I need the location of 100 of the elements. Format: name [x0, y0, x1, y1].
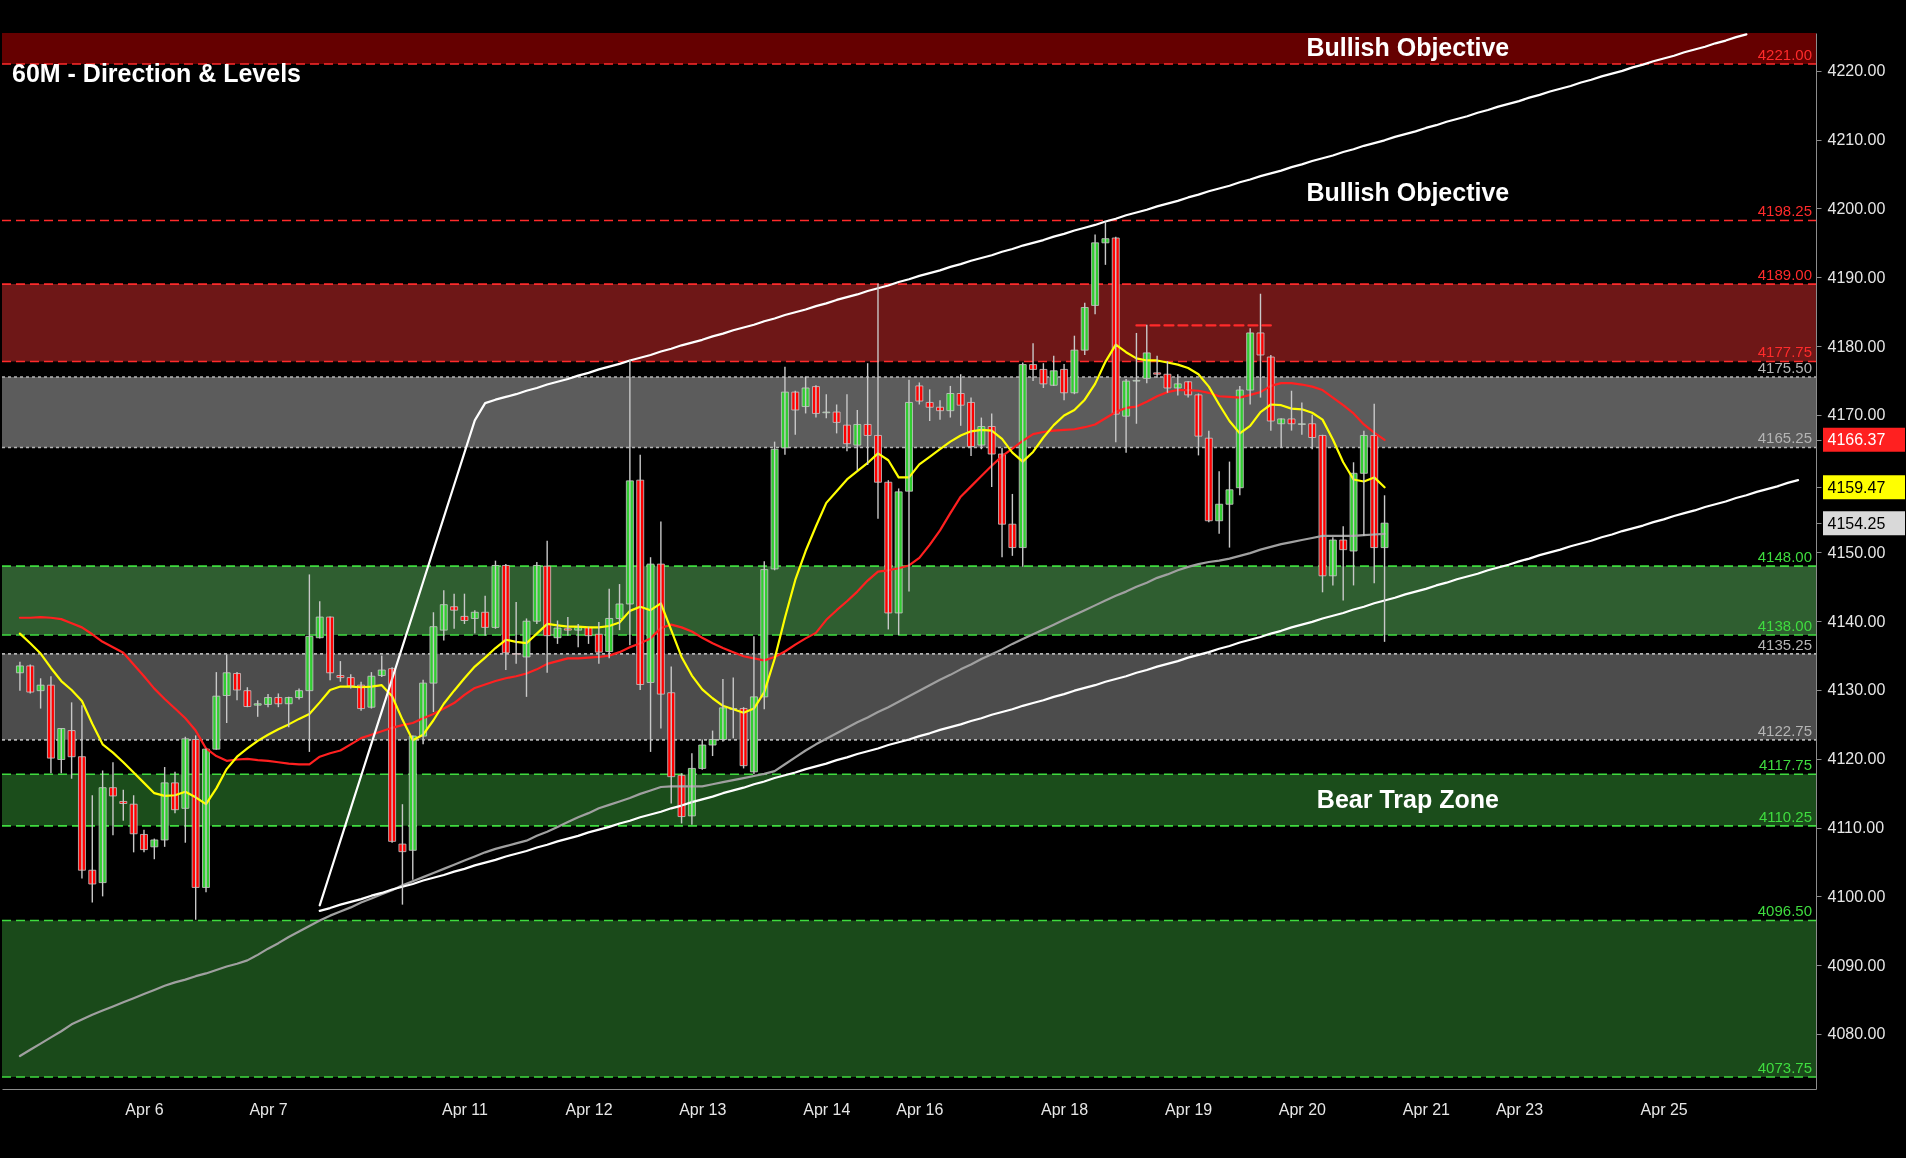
candlestick	[791, 390, 800, 436]
candlestick	[315, 600, 324, 640]
candlestick	[1287, 390, 1296, 432]
candlestick	[553, 619, 562, 645]
y-tick-label: 4140.00	[1827, 612, 1886, 630]
candlestick	[1297, 401, 1306, 436]
ref-line-label: 4135.25	[1757, 635, 1812, 653]
line-series	[18, 382, 1386, 766]
candlestick	[1380, 494, 1389, 643]
candlestick	[57, 727, 66, 774]
ref-line-label: 4096.50	[1757, 902, 1812, 920]
candlestick	[36, 677, 45, 710]
ref-line-label: 4221.00	[1757, 45, 1812, 63]
candlestick	[646, 556, 655, 753]
candlestick	[150, 837, 159, 860]
ref-line-label: 4138.00	[1757, 616, 1812, 634]
y-tick-label: 4120.00	[1827, 750, 1886, 768]
candlestick	[1339, 525, 1348, 602]
ref-line-label: 4198.25	[1757, 202, 1812, 220]
candlestick	[491, 559, 500, 630]
candlestick	[698, 738, 707, 771]
candlestick	[377, 654, 386, 678]
candlestick	[708, 729, 717, 757]
candlestick	[1349, 461, 1358, 587]
x-tick-label: Apr 23	[1495, 1100, 1544, 1118]
y-tick-label: 4110.00	[1827, 819, 1885, 837]
x-tick-label: Apr 19	[1165, 1100, 1213, 1118]
annotation: Bullish Objective	[1306, 178, 1510, 206]
x-tick-label: Apr 13	[679, 1100, 727, 1118]
candlestick	[1070, 335, 1079, 395]
candlestick	[26, 663, 35, 695]
x-tick-label: Apr 20	[1278, 1100, 1327, 1118]
candlestick	[336, 660, 345, 683]
ref-line-label: 4122.75	[1757, 721, 1812, 739]
ref-line-label: 4110.25	[1758, 807, 1812, 825]
candlestick	[853, 409, 862, 472]
candlestick	[832, 403, 841, 435]
candlestick	[677, 772, 686, 825]
x-tick-label: Apr 21	[1402, 1100, 1451, 1118]
candlestick	[1173, 373, 1182, 397]
candlestick	[1225, 460, 1234, 549]
candlestick	[925, 388, 934, 422]
candlestick	[1256, 293, 1265, 399]
y-tick-label: 4090.00	[1827, 956, 1886, 974]
x-tick-label: Apr 25	[1640, 1100, 1688, 1118]
candlestick	[367, 671, 376, 710]
y-tick-label: 4150.00	[1827, 543, 1886, 561]
line-series	[318, 33, 1748, 907]
ref-line-label: 4175.50	[1757, 358, 1812, 376]
candlestick	[1080, 301, 1089, 356]
candlestick	[915, 381, 924, 406]
candlestick	[1318, 434, 1327, 593]
x-tick-label: Apr 14	[803, 1100, 851, 1118]
band-label: Bullish Objective	[1306, 33, 1510, 62]
candlestick	[977, 416, 986, 450]
ref-line-label: 4073.75	[1757, 1058, 1812, 1076]
y-tick-label: 4130.00	[1827, 681, 1886, 699]
candlestick	[460, 592, 469, 625]
y-tick-label: 4154.25	[1827, 514, 1886, 532]
candlestick	[770, 440, 779, 571]
candlestick	[212, 671, 221, 751]
candlestick	[450, 592, 459, 630]
candlestick	[1132, 332, 1141, 425]
candlestick	[1039, 362, 1048, 389]
candlestick	[801, 375, 810, 415]
candlestick	[1101, 220, 1110, 266]
y-tick-label: 4180.00	[1827, 337, 1886, 355]
candlestick	[129, 794, 138, 854]
candlestick	[822, 393, 831, 419]
x-tick-label: Apr 7	[249, 1100, 288, 1118]
candlestick	[398, 803, 407, 906]
candlestick	[284, 696, 293, 728]
candlestick	[1194, 392, 1203, 457]
y-tick-label: 4190.00	[1827, 268, 1886, 286]
candlestick	[243, 686, 252, 708]
ref-line-label: 4189.00	[1757, 266, 1812, 284]
y-tick-label: 4100.00	[1827, 887, 1886, 905]
y-tick-label: 4080.00	[1827, 1025, 1886, 1043]
candlestick	[522, 617, 531, 698]
x-tick-label: Apr 6	[125, 1100, 164, 1118]
candlestick	[667, 665, 676, 805]
band-label: Bear Trap Zone	[1316, 785, 1499, 814]
x-tick-label: Apr 12	[565, 1100, 613, 1118]
candlestick	[439, 589, 448, 642]
y-tick-label: 4220.00	[1827, 62, 1886, 80]
x-tick-label: Apr 16	[896, 1100, 944, 1118]
ref-line-label: 4165.25	[1757, 429, 1812, 447]
candlestick	[1153, 354, 1162, 379]
candlestick	[88, 794, 97, 904]
candlestick	[470, 609, 479, 635]
candlestick	[512, 601, 521, 665]
candlestick	[119, 789, 128, 822]
candlestick	[1163, 360, 1172, 394]
y-tick-label: 4166.37	[1827, 431, 1886, 449]
candlestick	[222, 653, 231, 724]
candlestick	[429, 611, 438, 713]
candlestick	[305, 573, 314, 753]
candlestick	[956, 373, 965, 427]
x-tick-label: Apr 18	[1041, 1100, 1089, 1118]
text: 60M - Direction & Levels	[12, 59, 301, 87]
